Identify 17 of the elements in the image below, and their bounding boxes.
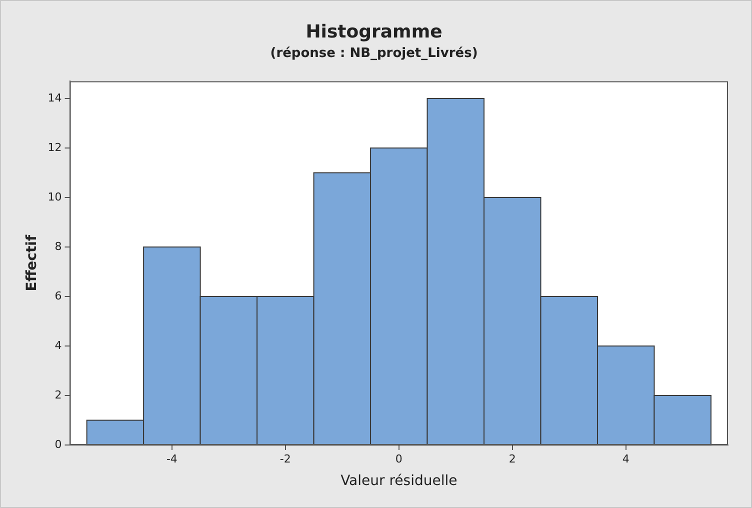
y-tick-label: 4	[54, 338, 62, 352]
y-tick-label: 6	[54, 289, 62, 302]
y-tick-label: 8	[54, 240, 62, 253]
x-tick-label: 4	[622, 452, 630, 466]
chart-title: Histogramme	[306, 21, 442, 42]
y-tick-label: 14	[48, 91, 62, 104]
y-tick-label: 2	[54, 388, 62, 402]
x-tick-label: -2	[280, 452, 291, 466]
x-tick-label: 2	[508, 452, 516, 466]
y-tick-label: 10	[48, 190, 62, 204]
x-tick-label: 0	[395, 452, 402, 466]
x-axis-title: Valeur résiduelle	[340, 473, 458, 490]
chart-subtitle: (réponse : NB_projet_Livrés)	[270, 46, 478, 61]
y-tick-label: 12	[48, 140, 62, 154]
y-tick-label: 0	[54, 438, 62, 451]
x-tick-label: -4	[166, 452, 178, 466]
y-axis-title: Effectif	[24, 234, 40, 292]
